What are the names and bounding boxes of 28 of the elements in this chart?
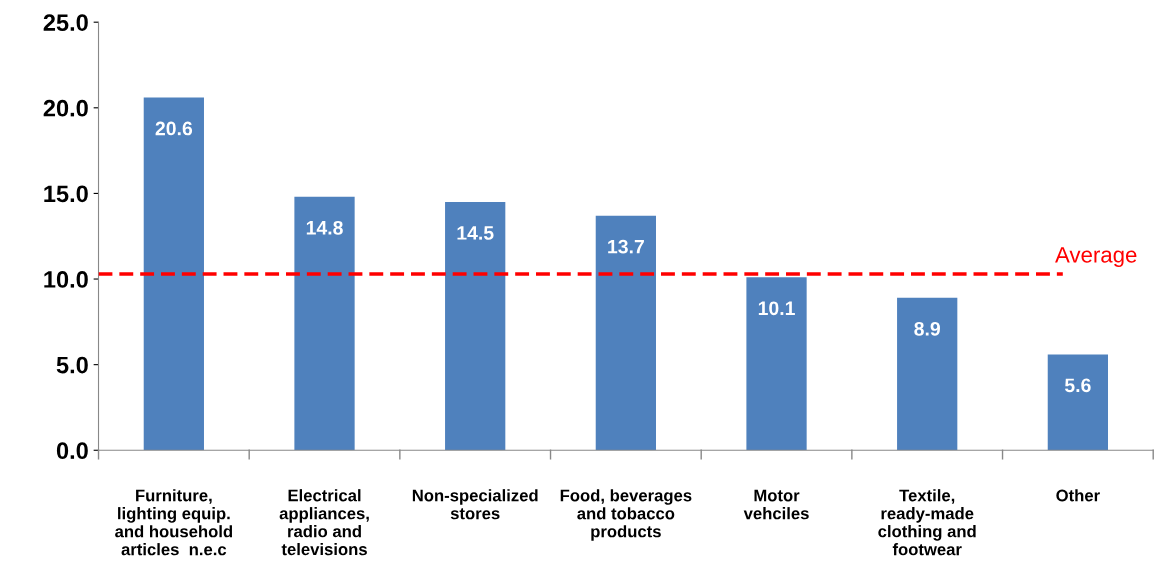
bar <box>897 297 958 451</box>
y-tick-label: 0.0 <box>56 442 88 460</box>
bar <box>1047 354 1108 451</box>
bar <box>445 201 506 451</box>
x-tick-label: Other <box>1056 489 1100 502</box>
data-label: 10.1 <box>758 301 795 316</box>
y-tick-label: 25.0 <box>43 14 88 31</box>
bar <box>143 97 204 451</box>
x-tick-label: Food, beverages and tobacco products <box>560 489 692 541</box>
y-tick-label: 15.0 <box>44 185 88 203</box>
bar <box>595 215 656 451</box>
ref-line-label: Average <box>1055 247 1137 268</box>
y-tick-label: 10.0 <box>44 271 88 288</box>
x-tick-label: Motor vehciles <box>743 489 809 520</box>
x-tick-label: Non-specialized stores <box>412 489 538 520</box>
data-label: 13.7 <box>608 239 644 254</box>
data-label: 8.9 <box>914 321 940 336</box>
y-tick-label: 20.0 <box>43 99 88 117</box>
bar <box>746 277 807 451</box>
x-tick-label: Textile, ready-made clothing and footwear <box>878 489 976 556</box>
data-label: 14.8 <box>306 220 343 235</box>
data-label: 5.6 <box>1064 378 1091 393</box>
y-tick-label: 5.0 <box>56 356 88 374</box>
data-label: 14.5 <box>457 226 494 240</box>
x-tick-label: Electrical appliances, radio and televisions <box>279 489 369 556</box>
bar <box>294 196 355 451</box>
x-tick-label: Furniture, lighting equip. and household articles n.e.c <box>115 489 233 556</box>
data-label: 20.6 <box>155 121 193 136</box>
